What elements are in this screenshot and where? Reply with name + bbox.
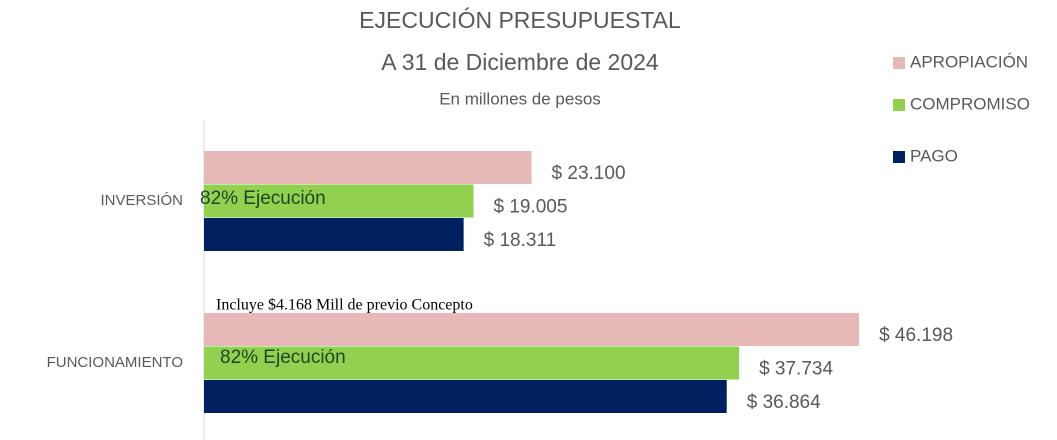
value-label: $ 37.734 — [759, 358, 833, 379]
bar — [204, 313, 860, 346]
bar — [204, 218, 464, 251]
legend-swatch — [893, 151, 905, 163]
annotation: 82% Ejecución — [220, 347, 346, 368]
value-label: $ 23.100 — [552, 163, 626, 184]
bar — [204, 184, 474, 218]
legend-swatch — [893, 99, 905, 111]
bar — [204, 346, 740, 380]
annotation: Incluye $4.168 Mill de previo Concepto — [216, 297, 473, 314]
legend-label: PAGO — [910, 146, 958, 165]
value-label: $ 36.864 — [747, 392, 821, 413]
legend-swatch — [893, 57, 905, 69]
value-label: $ 46.198 — [879, 325, 953, 346]
category-label: INVERSIÓN — [100, 192, 183, 209]
bar — [204, 151, 532, 184]
chart-title: EJECUCIÓN PRESUPUESTAL — [359, 7, 681, 33]
value-label: $ 19.005 — [493, 196, 567, 217]
legend-label: APROPIACIÓN — [910, 52, 1028, 71]
chart-subtitle: A 31 de Diciembre de 2024 — [381, 49, 659, 75]
units-label: En millones de pesos — [439, 89, 601, 108]
legend-label: COMPROMISO — [910, 94, 1030, 113]
annotation: 82% Ejecución — [200, 188, 326, 209]
category-label: FUNCIONAMIENTO — [47, 354, 183, 371]
bar — [204, 380, 727, 413]
value-label: $ 18.311 — [484, 230, 557, 251]
